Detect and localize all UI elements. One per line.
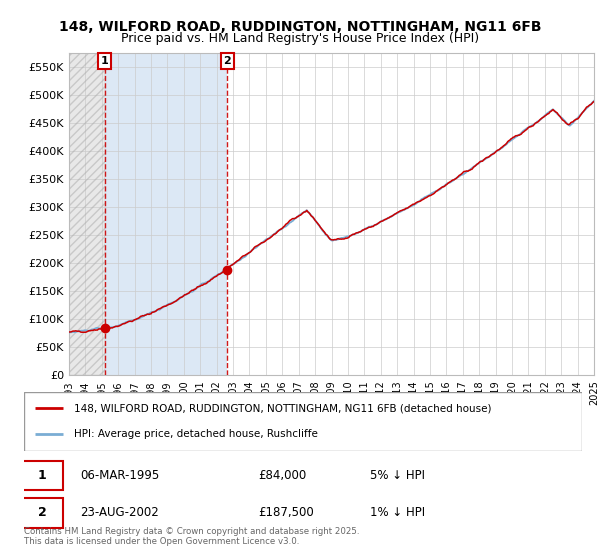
- Bar: [104, 53, 227, 375]
- FancyBboxPatch shape: [21, 498, 63, 528]
- Text: 06-MAR-1995: 06-MAR-1995: [80, 469, 159, 482]
- FancyBboxPatch shape: [21, 461, 63, 490]
- Text: Contains HM Land Registry data © Crown copyright and database right 2025.
This d: Contains HM Land Registry data © Crown c…: [24, 526, 359, 546]
- Text: Price paid vs. HM Land Registry's House Price Index (HPI): Price paid vs. HM Land Registry's House …: [121, 32, 479, 45]
- Text: 2: 2: [223, 56, 231, 66]
- Text: £187,500: £187,500: [259, 506, 314, 519]
- Text: 1: 1: [38, 469, 47, 482]
- Text: HPI: Average price, detached house, Rushcliffe: HPI: Average price, detached house, Rush…: [74, 430, 318, 440]
- Text: 1: 1: [101, 56, 109, 66]
- FancyBboxPatch shape: [24, 392, 582, 451]
- Text: 148, WILFORD ROAD, RUDDINGTON, NOTTINGHAM, NG11 6FB (detached house): 148, WILFORD ROAD, RUDDINGTON, NOTTINGHA…: [74, 403, 492, 413]
- Text: 2: 2: [38, 506, 47, 519]
- Text: 5% ↓ HPI: 5% ↓ HPI: [370, 469, 425, 482]
- Bar: [69, 53, 104, 375]
- Text: 1% ↓ HPI: 1% ↓ HPI: [370, 506, 425, 519]
- Bar: [69, 53, 104, 375]
- Text: £84,000: £84,000: [259, 469, 307, 482]
- Text: 148, WILFORD ROAD, RUDDINGTON, NOTTINGHAM, NG11 6FB: 148, WILFORD ROAD, RUDDINGTON, NOTTINGHA…: [59, 20, 541, 34]
- Text: 23-AUG-2002: 23-AUG-2002: [80, 506, 158, 519]
